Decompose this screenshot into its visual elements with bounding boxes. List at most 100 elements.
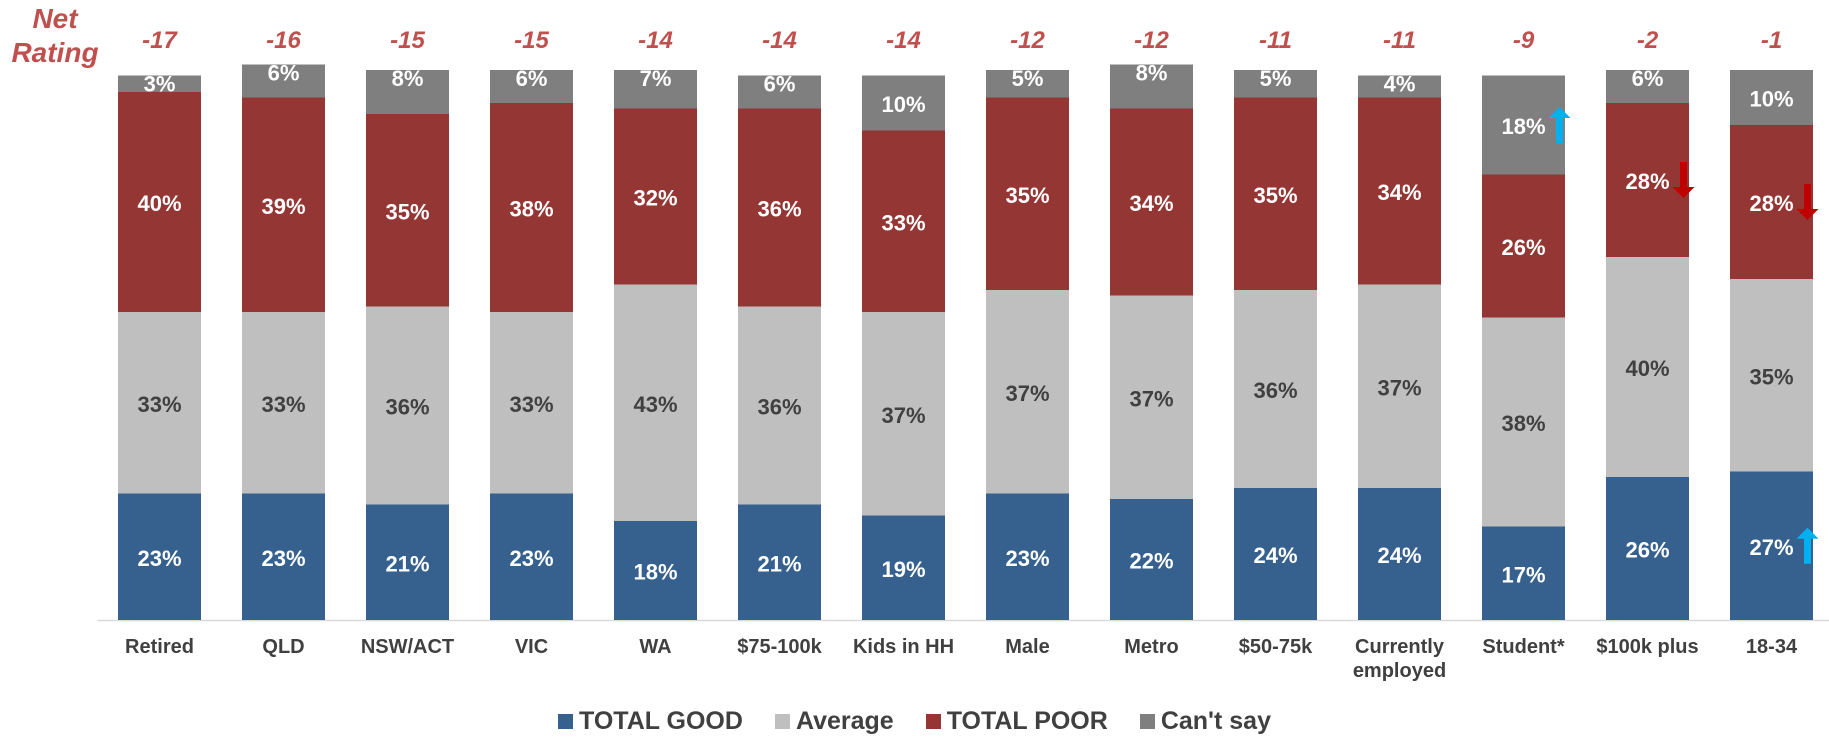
bar-segment-average-kids-in-hh: [862, 312, 945, 516]
bar-segment-can-t-say-retired: [118, 75, 201, 92]
x-tick-label-nsw-act: NSW/ACT: [361, 636, 454, 658]
bar-segment-can-t-say-kids-in-hh: [862, 75, 945, 131]
data-label-total-poor-75-100k: 36%: [757, 197, 801, 222]
data-label-can-t-say-vic: 6%: [516, 66, 548, 91]
data-label-total-good-75-100k: 21%: [757, 551, 801, 576]
bar-segment-can-t-say-student: [1482, 75, 1565, 175]
bar-segment-average-vic: [490, 312, 573, 494]
bar-segment-total-good-qld: [242, 493, 325, 620]
bar-segment-total-good-wa: [614, 521, 697, 620]
bar-segment-total-poor-kids-in-hh: [862, 130, 945, 312]
x-tick-label-retired: Retired: [125, 636, 194, 658]
bar-segment-can-t-say-vic: [490, 70, 573, 103]
legend-swatch-total-good: [558, 713, 574, 729]
data-label-can-t-say-50-75k: 5%: [1260, 66, 1292, 91]
bar-segment-can-t-say-metro: [1110, 64, 1193, 109]
data-label-average-18-34: 35%: [1749, 364, 1793, 389]
data-label-total-good-student: 17%: [1501, 562, 1545, 587]
data-label-total-poor-currently-employed: 34%: [1377, 180, 1421, 205]
data-label-total-poor-retired: 40%: [137, 191, 181, 216]
arrow-down-icon-18-34-total-poor: [1796, 184, 1819, 220]
x-tick-label-50-75k: $50-75k: [1239, 636, 1313, 658]
bar-segment-total-poor-qld: [242, 97, 325, 312]
chart-legend: TOTAL GOOD Average TOTAL POOR Can't say: [0, 704, 1829, 738]
data-label-average-75-100k: 36%: [757, 395, 801, 420]
net-rating-metro: -12: [1134, 27, 1169, 54]
data-label-total-good-100k-plus: 26%: [1625, 538, 1669, 563]
legend-swatch-average: [774, 713, 790, 729]
bar-segment-total-good-nsw-act: [366, 504, 449, 620]
data-label-total-poor-nsw-act: 35%: [385, 199, 429, 224]
data-label-can-t-say-student: 18%: [1501, 114, 1545, 139]
net-rating-18-34: -1: [1761, 27, 1782, 54]
x-tick-label-currently-employed-line-2: employed: [1353, 660, 1446, 682]
data-label-total-good-50-75k: 24%: [1253, 543, 1297, 568]
net-rating-50-75k: -11: [1259, 27, 1292, 54]
legend-label-total-poor: TOTAL POOR: [946, 706, 1108, 735]
data-label-total-poor-50-75k: 35%: [1253, 183, 1297, 208]
data-label-average-student: 38%: [1501, 411, 1545, 436]
data-label-total-good-qld: 23%: [261, 546, 305, 571]
bar-segment-total-poor-50-75k: [1234, 97, 1317, 290]
net-rating-retired: -17: [142, 27, 178, 54]
bar-segment-can-t-say-qld: [242, 64, 325, 98]
net-rating-currently-employed: -11: [1383, 27, 1416, 54]
data-label-can-t-say-male: 5%: [1012, 66, 1044, 91]
x-tick-label-qld: QLD: [262, 636, 304, 658]
data-label-can-t-say-100k-plus: 6%: [1632, 66, 1664, 91]
bar-segment-average-18-34: [1730, 279, 1813, 472]
data-label-total-poor-kids-in-hh: 33%: [881, 210, 925, 235]
data-label-can-t-say-18-34: 10%: [1749, 87, 1793, 112]
bar-segment-can-t-say-male: [986, 70, 1069, 98]
net-rating-student: -9: [1513, 27, 1535, 54]
data-label-average-metro: 37%: [1129, 386, 1173, 411]
bar-segment-total-good-75-100k: [738, 504, 821, 620]
bar-segment-can-t-say-75-100k: [738, 75, 821, 109]
stacked-bar-chart: 23% 33% 40% 3% -17 Retired 23% 33% 39% 6% -16 QLD 21…: [97, 27, 1829, 682]
x-tick-label-75-100k: $75-100k: [737, 636, 822, 658]
bar-segment-average-nsw-act: [366, 306, 449, 505]
data-label-average-male: 37%: [1005, 381, 1049, 406]
x-tick-label-currently-employed-line-1: Currently: [1355, 636, 1445, 658]
data-label-total-poor-18-34: 28%: [1749, 191, 1793, 216]
data-label-can-t-say-wa: 7%: [640, 66, 672, 91]
bar-segment-total-poor-vic: [490, 103, 573, 312]
bar-segment-total-good-metro: [1110, 499, 1193, 620]
bar-segment-total-poor-male: [986, 97, 1069, 290]
x-tick-label-18-34: 18-34: [1746, 636, 1798, 658]
legend-item-total-poor: TOTAL POOR: [925, 706, 1108, 736]
bar-segment-average-qld: [242, 312, 325, 494]
legend-item-average: Average: [774, 707, 894, 736]
data-label-total-good-vic: 23%: [509, 546, 553, 571]
data-label-total-poor-vic: 38%: [509, 197, 553, 222]
data-label-average-currently-employed: 37%: [1377, 375, 1421, 400]
data-label-average-retired: 33%: [137, 392, 181, 417]
bar-segment-total-poor-wa: [614, 108, 697, 285]
bar-segment-total-poor-75-100k: [738, 108, 821, 307]
data-label-total-good-male: 23%: [1005, 546, 1049, 571]
bar-segment-total-poor-metro: [1110, 108, 1193, 296]
bar-segment-total-poor-100k-plus: [1606, 103, 1689, 257]
data-label-can-t-say-75-100k: 6%: [764, 72, 796, 97]
data-label-total-good-kids-in-hh: 19%: [881, 557, 925, 582]
data-label-total-poor-wa: 32%: [633, 186, 677, 211]
bar-segment-can-t-say-100k-plus: [1606, 70, 1689, 103]
net-rating-nsw-act: -15: [390, 27, 425, 54]
bar-segment-total-good-100k-plus: [1606, 477, 1689, 620]
net-rating-male: -12: [1010, 27, 1045, 54]
data-label-average-50-75k: 36%: [1253, 378, 1297, 403]
arrow-up-icon-18-34-total-good: [1796, 527, 1819, 564]
x-tick-label-male: Male: [1005, 636, 1049, 658]
data-label-total-good-nsw-act: 21%: [385, 551, 429, 576]
bar-segment-average-student: [1482, 317, 1565, 527]
x-tick-label-metro: Metro: [1124, 636, 1178, 658]
bar-segment-total-good-kids-in-hh: [862, 515, 945, 620]
data-label-total-good-wa: 18%: [633, 560, 677, 585]
data-label-total-poor-male: 35%: [1005, 183, 1049, 208]
legend-label-total-good: TOTAL GOOD: [579, 706, 743, 735]
data-label-can-t-say-kids-in-hh: 10%: [881, 92, 925, 117]
data-label-can-t-say-nsw-act: 8%: [392, 66, 424, 91]
data-label-average-nsw-act: 36%: [385, 395, 429, 420]
data-label-can-t-say-currently-employed: 4%: [1384, 72, 1416, 97]
legend-item-cant-say: Can't say: [1139, 707, 1271, 736]
